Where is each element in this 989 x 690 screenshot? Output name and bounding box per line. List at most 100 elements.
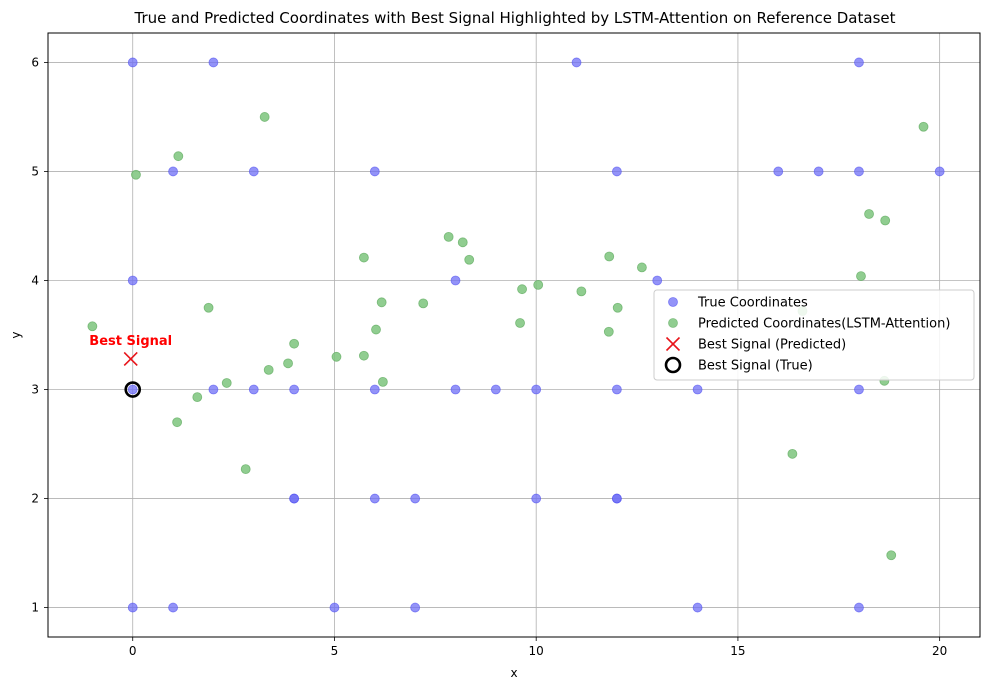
- predicted-coordinate-point: [173, 151, 184, 162]
- true-coordinate-point: [289, 384, 300, 395]
- true-coordinate-point: [854, 602, 864, 613]
- predicted-coordinate-point: [604, 251, 615, 262]
- true-coordinate-point: [127, 602, 138, 613]
- true-coordinate-point: [611, 384, 622, 395]
- legend-marker: [668, 318, 678, 328]
- predicted-coordinate-point: [886, 550, 897, 561]
- y-tick-label: 5: [31, 164, 39, 178]
- predicted-coordinate-point: [864, 209, 874, 219]
- predicted-coordinate-point: [289, 338, 300, 349]
- true-coordinate-point: [369, 166, 380, 177]
- best-signal-predicted-marker: [123, 351, 138, 367]
- true-coordinate-point: [450, 384, 461, 395]
- true-coordinate-point: [854, 57, 864, 68]
- predicted-coordinate-point: [443, 231, 454, 242]
- true-coordinate-point: [369, 384, 380, 395]
- y-tick-label: 3: [31, 383, 39, 397]
- true-coordinate-point: [208, 384, 219, 395]
- x-axis-label: x: [510, 666, 517, 680]
- true-coordinate-point: [168, 166, 178, 177]
- legend-label: Best Signal (True): [698, 359, 813, 374]
- predicted-coordinate-point: [359, 350, 369, 361]
- predicted-coordinate-point: [131, 169, 141, 180]
- predicted-coordinate-point: [192, 392, 203, 403]
- predicted-coordinate-point: [880, 215, 891, 226]
- predicted-coordinate-point: [517, 284, 527, 295]
- true-coordinate-point: [934, 166, 945, 177]
- x-tick-label: 10: [529, 644, 544, 658]
- true-coordinate-point: [410, 602, 421, 613]
- predicted-coordinate-point: [464, 254, 475, 265]
- predicted-coordinate-point: [787, 448, 798, 459]
- y-tick-label: 4: [31, 273, 39, 287]
- true-coordinate-point: [773, 166, 784, 177]
- predicted-coordinate-point: [259, 112, 270, 122]
- x-tick-label: 5: [331, 644, 339, 658]
- predicted-coordinate-point: [856, 271, 866, 282]
- true-coordinate-point: [531, 493, 542, 504]
- legend-label: True Coordinates: [697, 296, 808, 311]
- predicted-coordinate-point: [331, 351, 342, 362]
- legend-label: Predicted Coordinates(LSTM-Attention): [698, 317, 950, 332]
- predicted-coordinate-point: [376, 297, 387, 308]
- true-coordinate-point: [127, 275, 138, 286]
- y-tick-label: 1: [31, 601, 39, 615]
- true-coordinate-point: [127, 57, 138, 68]
- x-tick-label: 15: [730, 644, 745, 658]
- predicted-coordinate-point: [612, 302, 623, 313]
- predicted-coordinate-point: [240, 464, 251, 475]
- predicted-coordinate-point: [359, 252, 369, 263]
- true-coordinate-point: [410, 493, 421, 504]
- predicted-coordinate-point: [636, 262, 647, 273]
- predicted-coordinate-point: [515, 318, 525, 328]
- legend-marker: [668, 297, 678, 307]
- true-coordinate-point: [611, 166, 622, 177]
- true-coordinate-point: [571, 57, 582, 68]
- true-coordinate-point: [127, 384, 138, 395]
- true-coordinate-point: [854, 384, 864, 395]
- true-coordinate-point: [692, 384, 703, 395]
- true-coordinate-point: [329, 602, 340, 613]
- predicted-coordinate-point: [87, 321, 98, 332]
- predicted-coordinate-point: [918, 121, 929, 132]
- y-tick-label: 6: [31, 55, 39, 69]
- true-coordinate-point: [611, 493, 622, 504]
- predicted-coordinate-point: [283, 358, 293, 369]
- true-coordinate-point: [652, 275, 663, 286]
- legend-label: Best Signal (Predicted): [698, 338, 846, 353]
- predicted-coordinate-point: [418, 298, 429, 309]
- x-tick-label: 20: [932, 644, 947, 658]
- predicted-coordinate-point: [457, 237, 468, 248]
- predicted-coordinate-point: [371, 324, 381, 335]
- best-signal-annotation: Best Signal: [89, 334, 172, 349]
- predicted-coordinate-point: [172, 417, 183, 428]
- predicted-coordinate-point: [533, 279, 544, 290]
- true-coordinate-point: [490, 384, 501, 395]
- predicted-coordinate-point: [576, 286, 587, 297]
- plot-area: [47, 32, 981, 638]
- true-coordinate-point: [208, 57, 219, 68]
- legend-marker: [664, 356, 682, 374]
- predicted-coordinate-point: [221, 378, 232, 388]
- chart-title: True and Predicted Coordinates with Best…: [134, 9, 896, 27]
- true-coordinate-point: [531, 384, 542, 395]
- best-signal-true-marker: [124, 381, 142, 398]
- axis-ticks: 0 5 10 15 20 1 2 3 4 5 6: [31, 55, 947, 658]
- true-coordinate-point: [692, 602, 703, 613]
- true-coordinate-point: [248, 166, 259, 177]
- legend: True Coordinates Predicted Coordinates(LS…: [653, 289, 975, 381]
- true-coordinate-point: [450, 275, 461, 286]
- x-tick-label: 0: [129, 644, 137, 658]
- legend-box: [653, 289, 975, 381]
- predicted-coordinate-point: [263, 364, 274, 375]
- true-coordinate-point: [248, 384, 259, 395]
- predicted-coordinate-point: [203, 302, 214, 313]
- true-coordinate-point: [369, 493, 380, 504]
- predicted-coordinate-point: [377, 376, 388, 387]
- true-coordinate-point: [813, 166, 824, 177]
- y-tick-label: 2: [31, 492, 39, 506]
- true-coordinate-point: [289, 493, 300, 504]
- true-coordinate-point: [168, 602, 178, 613]
- legend-marker: [665, 336, 681, 352]
